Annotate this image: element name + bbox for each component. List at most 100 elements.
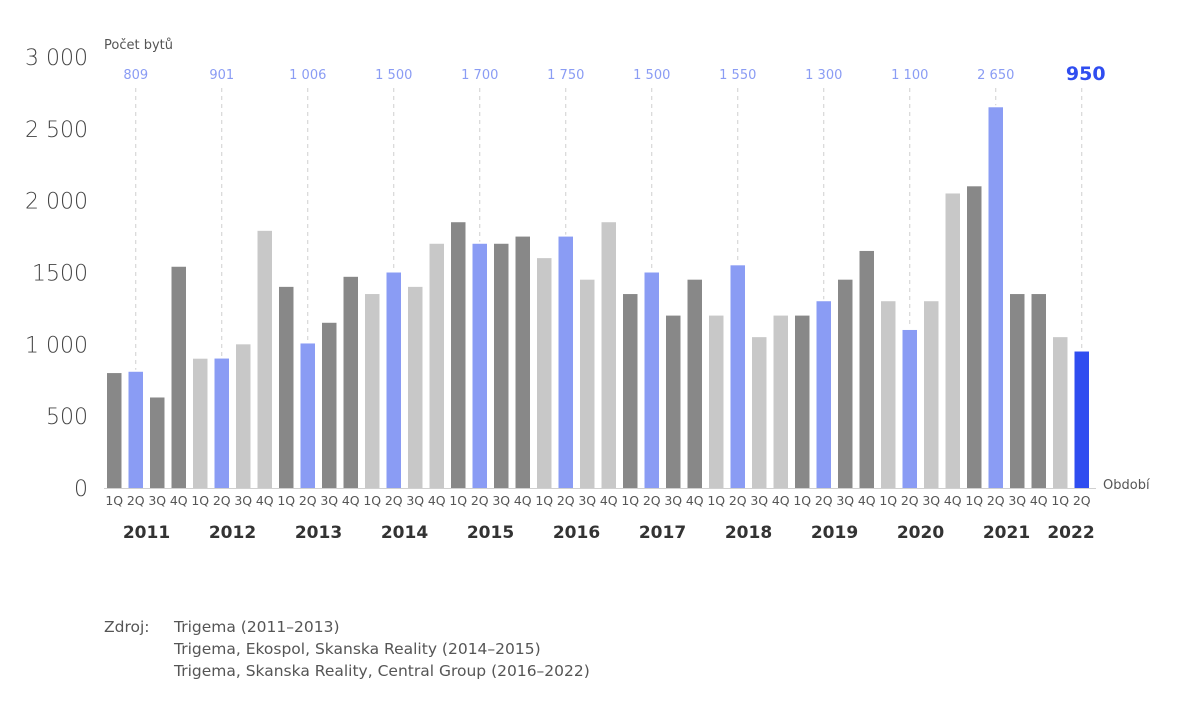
- year-label: 2016: [553, 523, 600, 543]
- bar-annotation-label: 950: [1066, 63, 1106, 85]
- quarter-tick-label: 4Q: [170, 493, 188, 508]
- quarter-tick-label: 2Q: [729, 493, 747, 508]
- quarter-tick-label: 3Q: [320, 493, 338, 508]
- annotation-leader-lines: [135, 88, 1083, 370]
- bar-annotation-label: 901: [209, 68, 234, 83]
- bar: [408, 286, 423, 488]
- quarter-tick-label: 4Q: [342, 493, 360, 508]
- bar: [322, 322, 337, 488]
- quarter-tick-label: 3Q: [664, 493, 682, 508]
- bar: [1031, 294, 1046, 488]
- bar: [279, 286, 294, 488]
- quarter-tick-label: 1Q: [793, 493, 811, 508]
- bar: [1010, 294, 1025, 488]
- bar: [343, 276, 358, 488]
- quarter-tick-label: 1Q: [535, 493, 553, 508]
- bar: [838, 279, 853, 488]
- year-label: 2013: [295, 523, 342, 543]
- bar: [236, 344, 251, 488]
- quarter-tick-label: 3Q: [750, 493, 768, 508]
- bar: [257, 230, 272, 488]
- bar-annotation-label: 809: [123, 68, 148, 83]
- quarter-tick-label: 4Q: [514, 493, 532, 508]
- source-line: Trigema (2011–2013): [174, 618, 340, 636]
- bar: [451, 222, 466, 488]
- quarter-tick-label: 4Q: [944, 493, 962, 508]
- quarter-tick-label: 3Q: [922, 493, 940, 508]
- year-label: 2012: [209, 523, 256, 543]
- bar: [687, 279, 702, 488]
- quarter-tick-label: 4Q: [686, 493, 704, 508]
- quarter-tick-label: 2Q: [815, 493, 833, 508]
- bar: [429, 243, 444, 488]
- quarter-tick-label: 1Q: [191, 493, 209, 508]
- year-label: 2017: [639, 523, 686, 543]
- bar: [515, 236, 530, 488]
- bar-annotation-label: 1 100: [891, 68, 928, 83]
- bar: [709, 315, 724, 488]
- quarter-tick-label: 3Q: [406, 493, 424, 508]
- quarter-tick-label: 1Q: [707, 493, 725, 508]
- bar: [795, 315, 810, 488]
- bar: [945, 193, 960, 488]
- bar-annotations: 809 901 1 006 1 500 1 700 1 750 1 500 1 550 1 30…: [123, 63, 1105, 85]
- quarter-tick-label: 2Q: [299, 493, 317, 508]
- bar: [365, 294, 380, 488]
- bar-annotation-label: 1 300: [805, 68, 842, 83]
- quarter-tick-label: 4Q: [772, 493, 790, 508]
- bar: [644, 272, 659, 488]
- bar-annotation-label: 1 500: [375, 68, 412, 83]
- y-axis-title: Počet bytů: [104, 38, 173, 53]
- quarter-tick-label: 2Q: [213, 493, 231, 508]
- year-label: 2011: [123, 523, 170, 543]
- quarter-tick-label: 1Q: [1051, 493, 1069, 508]
- quarter-tick-label: 1Q: [363, 493, 381, 508]
- year-label: 2020: [897, 523, 944, 543]
- bar-annotation-label: 1 750: [547, 68, 584, 83]
- quarter-tick-label: 2Q: [557, 493, 575, 508]
- bar: [967, 186, 982, 489]
- bar: [924, 301, 939, 488]
- quarter-tick-label: 1Q: [449, 493, 467, 508]
- quarter-tick-label: 1Q: [965, 493, 983, 508]
- y-tick-label: 1 000: [25, 333, 88, 358]
- quarter-tick-label: 4Q: [858, 493, 876, 508]
- bar: [558, 236, 573, 488]
- quarter-tick-label: 3Q: [1008, 493, 1026, 508]
- quarter-tick-label: 3Q: [836, 493, 854, 508]
- quarter-tick-label: 1Q: [879, 493, 897, 508]
- y-tick-label: 500: [46, 405, 88, 430]
- bar: [752, 337, 767, 488]
- bar: [150, 397, 165, 488]
- y-tick-label: 3 000: [25, 46, 88, 71]
- bar: [300, 343, 315, 488]
- bar-annotation-label: 2 650: [977, 68, 1014, 83]
- quarter-tick-label: 4Q: [256, 493, 274, 508]
- quarter-tick-label: 3Q: [148, 493, 166, 508]
- quarter-tick-label: 4Q: [428, 493, 446, 508]
- bar: [472, 243, 487, 488]
- quarter-tick-label: 2Q: [987, 493, 1005, 508]
- bar: [1074, 351, 1089, 488]
- bar: [193, 358, 208, 488]
- quarter-tick-label: 2Q: [385, 493, 403, 508]
- y-tick-label: 2 500: [25, 118, 88, 143]
- quarter-tick-label: 1Q: [621, 493, 639, 508]
- year-label: 2014: [381, 523, 428, 543]
- bar: [537, 258, 552, 488]
- quarter-tick-label: 4Q: [600, 493, 618, 508]
- quarter-tick-label: 3Q: [492, 493, 510, 508]
- quarter-tick-label: 1Q: [277, 493, 295, 508]
- year-label: 2018: [725, 523, 772, 543]
- bar: [107, 373, 122, 488]
- quarter-tick-label: 3Q: [234, 493, 252, 508]
- quarter-tick-label: 2Q: [1073, 493, 1091, 508]
- bar-annotation-label: 1 550: [719, 68, 756, 83]
- bar-annotation-label: 1 500: [633, 68, 670, 83]
- source-line: Trigema, Ekospol, Skanska Reality (2014–…: [174, 640, 541, 658]
- bar: [601, 222, 616, 488]
- bar: [859, 250, 874, 488]
- quarter-tick-label: 2Q: [643, 493, 661, 508]
- quarter-tick-label: 2Q: [471, 493, 489, 508]
- bar: [214, 358, 229, 488]
